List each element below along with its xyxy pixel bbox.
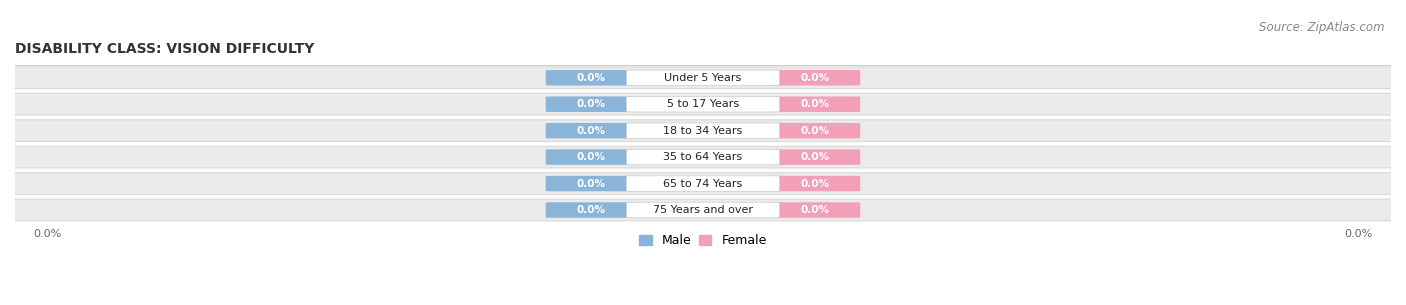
FancyBboxPatch shape <box>546 149 637 165</box>
FancyBboxPatch shape <box>546 70 637 85</box>
FancyBboxPatch shape <box>1 199 1405 221</box>
FancyBboxPatch shape <box>626 70 780 85</box>
FancyBboxPatch shape <box>1 93 1405 115</box>
Text: 0.0%: 0.0% <box>800 99 830 109</box>
FancyBboxPatch shape <box>1 67 1405 89</box>
Text: 65 to 74 Years: 65 to 74 Years <box>664 178 742 188</box>
Text: 0.0%: 0.0% <box>576 73 606 83</box>
Text: 0.0%: 0.0% <box>576 178 606 188</box>
FancyBboxPatch shape <box>769 70 860 85</box>
FancyBboxPatch shape <box>626 202 780 218</box>
FancyBboxPatch shape <box>769 202 860 218</box>
Text: 75 Years and over: 75 Years and over <box>652 205 754 215</box>
FancyBboxPatch shape <box>769 123 860 138</box>
FancyBboxPatch shape <box>769 96 860 112</box>
Text: Source: ZipAtlas.com: Source: ZipAtlas.com <box>1260 21 1385 34</box>
Text: 0.0%: 0.0% <box>800 73 830 83</box>
FancyBboxPatch shape <box>546 123 637 138</box>
Text: 0.0%: 0.0% <box>576 205 606 215</box>
FancyBboxPatch shape <box>769 176 860 191</box>
Legend: Male, Female: Male, Female <box>634 229 772 252</box>
FancyBboxPatch shape <box>626 123 780 138</box>
FancyBboxPatch shape <box>546 96 637 112</box>
Text: 0.0%: 0.0% <box>800 126 830 136</box>
FancyBboxPatch shape <box>546 202 637 218</box>
FancyBboxPatch shape <box>1 173 1405 194</box>
Text: 0.0%: 0.0% <box>576 99 606 109</box>
Text: 0.0%: 0.0% <box>800 152 830 162</box>
FancyBboxPatch shape <box>626 176 780 191</box>
FancyBboxPatch shape <box>626 96 780 112</box>
Text: 0.0%: 0.0% <box>576 152 606 162</box>
FancyBboxPatch shape <box>1 120 1405 142</box>
FancyBboxPatch shape <box>546 176 637 191</box>
FancyBboxPatch shape <box>1 146 1405 168</box>
FancyBboxPatch shape <box>626 149 780 165</box>
Text: 35 to 64 Years: 35 to 64 Years <box>664 152 742 162</box>
Text: 0.0%: 0.0% <box>800 205 830 215</box>
Text: 5 to 17 Years: 5 to 17 Years <box>666 99 740 109</box>
Text: 18 to 34 Years: 18 to 34 Years <box>664 126 742 136</box>
FancyBboxPatch shape <box>769 149 860 165</box>
Text: DISABILITY CLASS: VISION DIFFICULTY: DISABILITY CLASS: VISION DIFFICULTY <box>15 42 315 56</box>
Text: Under 5 Years: Under 5 Years <box>665 73 741 83</box>
Text: 0.0%: 0.0% <box>800 178 830 188</box>
Text: 0.0%: 0.0% <box>576 126 606 136</box>
